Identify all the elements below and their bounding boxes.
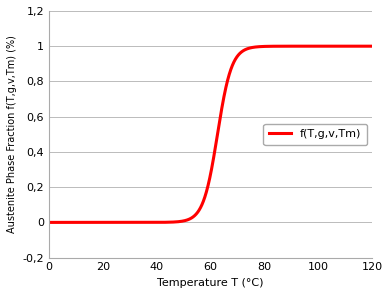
f(T,g,v,Tm) [47, 221, 51, 224]
f(T,g,v,Tm) [103, 221, 107, 224]
Legend: f(T,g,v,Tm): f(T,g,v,Tm) [263, 124, 367, 145]
f(T,g,v,Tm) [185, 218, 190, 222]
Line: f(T,g,v,Tm): f(T,g,v,Tm) [49, 46, 372, 222]
f(T,g,v,Tm) [370, 45, 375, 48]
f(T,g,v,Tm) [329, 45, 333, 48]
X-axis label: Temperature T (°C): Temperature T (°C) [158, 278, 264, 288]
f(T,g,v,Tm) [364, 45, 369, 48]
f(T,g,v,Tm) [171, 220, 176, 224]
Y-axis label: Austenite Phase Fraction f(T,g,v,Tm) (%): Austenite Phase Fraction f(T,g,v,Tm) (%) [7, 35, 17, 233]
f(T,g,v,Tm) [83, 221, 88, 224]
